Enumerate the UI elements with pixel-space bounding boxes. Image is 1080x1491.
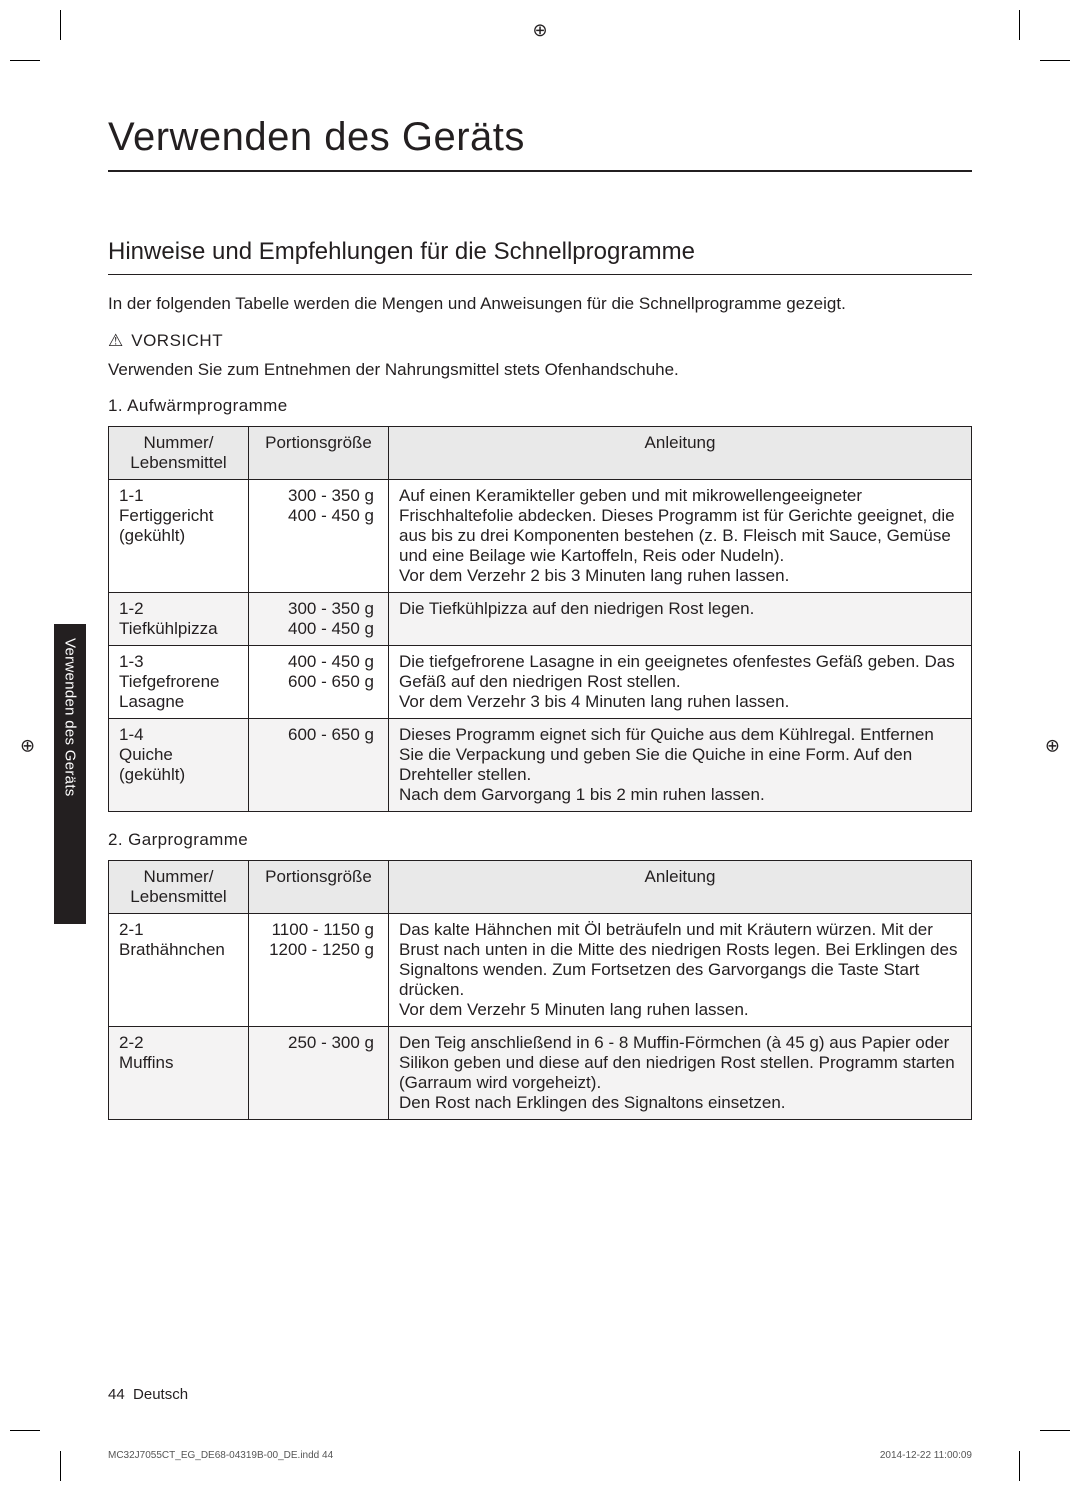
aufwaerm-table: Nummer/ Lebensmittel Portionsgröße Anlei…	[108, 426, 972, 812]
page-footer: 44 Deutsch	[108, 1386, 188, 1403]
table-row: 1-2 Tiefkühlpizza300 - 350 g 400 - 450 g…	[109, 593, 972, 646]
imprint-left: MC32J7055CT_EG_DE68-04319B-00_DE.indd 44	[108, 1450, 333, 1461]
col-header-portion: Portionsgröße	[249, 427, 389, 480]
cell-portion: 250 - 300 g	[249, 1027, 389, 1120]
cell-number: 2-1 Brathähnchen	[109, 914, 249, 1027]
crop-mark	[10, 60, 40, 61]
section-title: Hinweise und Empfehlungen für die Schnel…	[108, 238, 972, 275]
table1-heading: 1. Aufwärmprogramme	[108, 396, 972, 416]
cell-instruction: Auf einen Keramikteller geben und mit mi…	[389, 480, 972, 593]
table2-heading: 2. Garprogramme	[108, 830, 972, 850]
col-header-number: Nummer/ Lebensmittel	[109, 861, 249, 914]
col-header-anleitung: Anleitung	[389, 861, 972, 914]
crop-mark	[60, 10, 61, 40]
crop-mark	[1040, 1430, 1070, 1431]
side-tab: Verwenden des Geräts	[54, 624, 86, 924]
cell-instruction: Den Teig anschließend in 6 - 8 Muffin-Fö…	[389, 1027, 972, 1120]
registration-mark-top: ⊕	[532, 20, 547, 41]
page-title: Verwenden des Geräts	[108, 115, 972, 172]
footer-language: Deutsch	[133, 1386, 188, 1403]
crop-mark	[1019, 10, 1020, 40]
cell-number: 2-2 Muffins	[109, 1027, 249, 1120]
cell-number: 1-2 Tiefkühlpizza	[109, 593, 249, 646]
page-number: 44	[108, 1386, 125, 1403]
table-row: 2-2 Muffins250 - 300 gDen Teig anschließ…	[109, 1027, 972, 1120]
table-row: 2-1 Brathähnchen1100 - 1150 g 1200 - 125…	[109, 914, 972, 1027]
cell-number: 1-4 Quiche (gekühlt)	[109, 719, 249, 812]
cell-number: 1-1 Fertiggericht (gekühlt)	[109, 480, 249, 593]
crop-mark	[10, 1430, 40, 1431]
warning-label: VORSICHT	[131, 331, 223, 351]
table-header-row: Nummer/ Lebensmittel Portionsgröße Anlei…	[109, 861, 972, 914]
cell-portion: 400 - 450 g 600 - 650 g	[249, 646, 389, 719]
cell-instruction: Die tiefgefrorene Lasagne in ein geeigne…	[389, 646, 972, 719]
warning-icon: ⚠	[108, 331, 123, 351]
intro-text: In der folgenden Tabelle werden die Meng…	[108, 291, 972, 317]
crop-mark	[1040, 60, 1070, 61]
cell-instruction: Das kalte Hähnchen mit Öl beträufeln und…	[389, 914, 972, 1027]
col-header-anleitung: Anleitung	[389, 427, 972, 480]
crop-mark	[60, 1451, 61, 1481]
table-header-row: Nummer/ Lebensmittel Portionsgröße Anlei…	[109, 427, 972, 480]
table-row: 1-3 Tiefgefrorene Lasagne400 - 450 g 600…	[109, 646, 972, 719]
cell-portion: 600 - 650 g	[249, 719, 389, 812]
col-header-number: Nummer/ Lebensmittel	[109, 427, 249, 480]
cell-number: 1-3 Tiefgefrorene Lasagne	[109, 646, 249, 719]
content-region: Verwenden des Geräts Hinweise und Empfeh…	[108, 115, 972, 1120]
cell-instruction: Dieses Programm eignet sich für Quiche a…	[389, 719, 972, 812]
table-row: 1-1 Fertiggericht (gekühlt)300 - 350 g 4…	[109, 480, 972, 593]
gar-table: Nummer/ Lebensmittel Portionsgröße Anlei…	[108, 860, 972, 1120]
cell-portion: 300 - 350 g 400 - 450 g	[249, 480, 389, 593]
warning-row: ⚠ VORSICHT	[108, 331, 972, 351]
imprint-right: 2014-12-22 11:00:09	[880, 1450, 972, 1461]
registration-mark-right: ⊕	[1045, 735, 1060, 756]
cell-portion: 1100 - 1150 g 1200 - 1250 g	[249, 914, 389, 1027]
page: ⊕ ⊕ ⊕ Verwenden des Geräts Verwenden des…	[0, 0, 1080, 1491]
cell-instruction: Die Tiefkühlpizza auf den niedrigen Rost…	[389, 593, 972, 646]
col-header-portion: Portionsgröße	[249, 861, 389, 914]
crop-mark	[1019, 1451, 1020, 1481]
table-row: 1-4 Quiche (gekühlt)600 - 650 gDieses Pr…	[109, 719, 972, 812]
warning-text: Verwenden Sie zum Entnehmen der Nahrungs…	[108, 357, 972, 383]
cell-portion: 300 - 350 g 400 - 450 g	[249, 593, 389, 646]
registration-mark-left: ⊕	[20, 735, 35, 756]
